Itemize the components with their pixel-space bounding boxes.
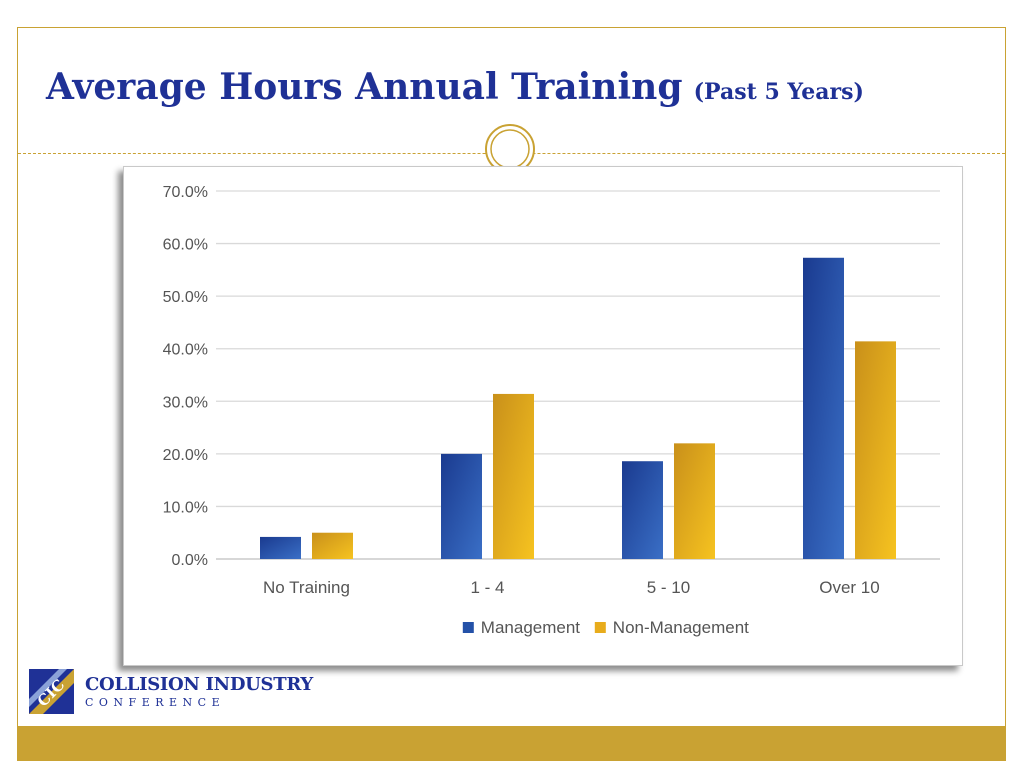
cic-logo: CIC COLLISION INDUSTRY CONFERENCE xyxy=(29,669,319,717)
legend-label: Non-Management xyxy=(613,618,749,637)
bar-management xyxy=(803,257,844,559)
slide-title-subtitle: (Past 5 Years) xyxy=(693,79,864,105)
bar-management xyxy=(260,536,301,559)
slide-frame xyxy=(17,27,1006,761)
logo-wordmark-line2: CONFERENCE xyxy=(85,696,226,709)
bar-non-management xyxy=(493,393,534,559)
bar-chart: 0.0% 10.0% 20.0% 30.0% 40.0% 50.0% 60.0% 70.0% N… xyxy=(163,184,940,637)
slide-title-main: Average Hours Annual Training xyxy=(46,66,683,108)
bar-management xyxy=(441,453,482,559)
bar-management xyxy=(622,461,663,559)
x-tick-label: 5 - 10 xyxy=(647,578,690,597)
x-tick-label: No Training xyxy=(263,578,350,597)
legend-swatch-non-management xyxy=(594,622,606,633)
legend-label: Management xyxy=(481,618,581,637)
bar-non-management xyxy=(312,532,353,559)
chart-card: 0.0% 10.0% 20.0% 30.0% 40.0% 50.0% 60.0% 70.0% N… xyxy=(123,166,963,666)
y-tick-label: 40.0% xyxy=(163,342,208,359)
y-tick-label: 50.0% xyxy=(163,289,208,306)
y-tick-label: 30.0% xyxy=(163,394,208,411)
y-tick-label: 10.0% xyxy=(163,499,208,516)
x-tick-label: Over 10 xyxy=(819,578,879,597)
y-tick-label: 70.0% xyxy=(163,184,208,201)
logo-wordmark-line1: COLLISION INDUSTRY xyxy=(85,674,313,695)
y-tick-label: 60.0% xyxy=(163,237,208,254)
footer-band xyxy=(18,726,1005,760)
legend-swatch-management xyxy=(462,622,474,633)
bar-non-management xyxy=(855,341,896,559)
cic-logo-mark-icon: CIC xyxy=(29,669,74,714)
bar-non-management xyxy=(674,443,715,559)
y-tick-label: 20.0% xyxy=(163,447,208,464)
slide-title: Average Hours Annual Training (Past 5 Ye… xyxy=(46,66,864,108)
y-tick-label: 0.0% xyxy=(172,552,208,569)
x-tick-label: 1 - 4 xyxy=(470,578,504,597)
